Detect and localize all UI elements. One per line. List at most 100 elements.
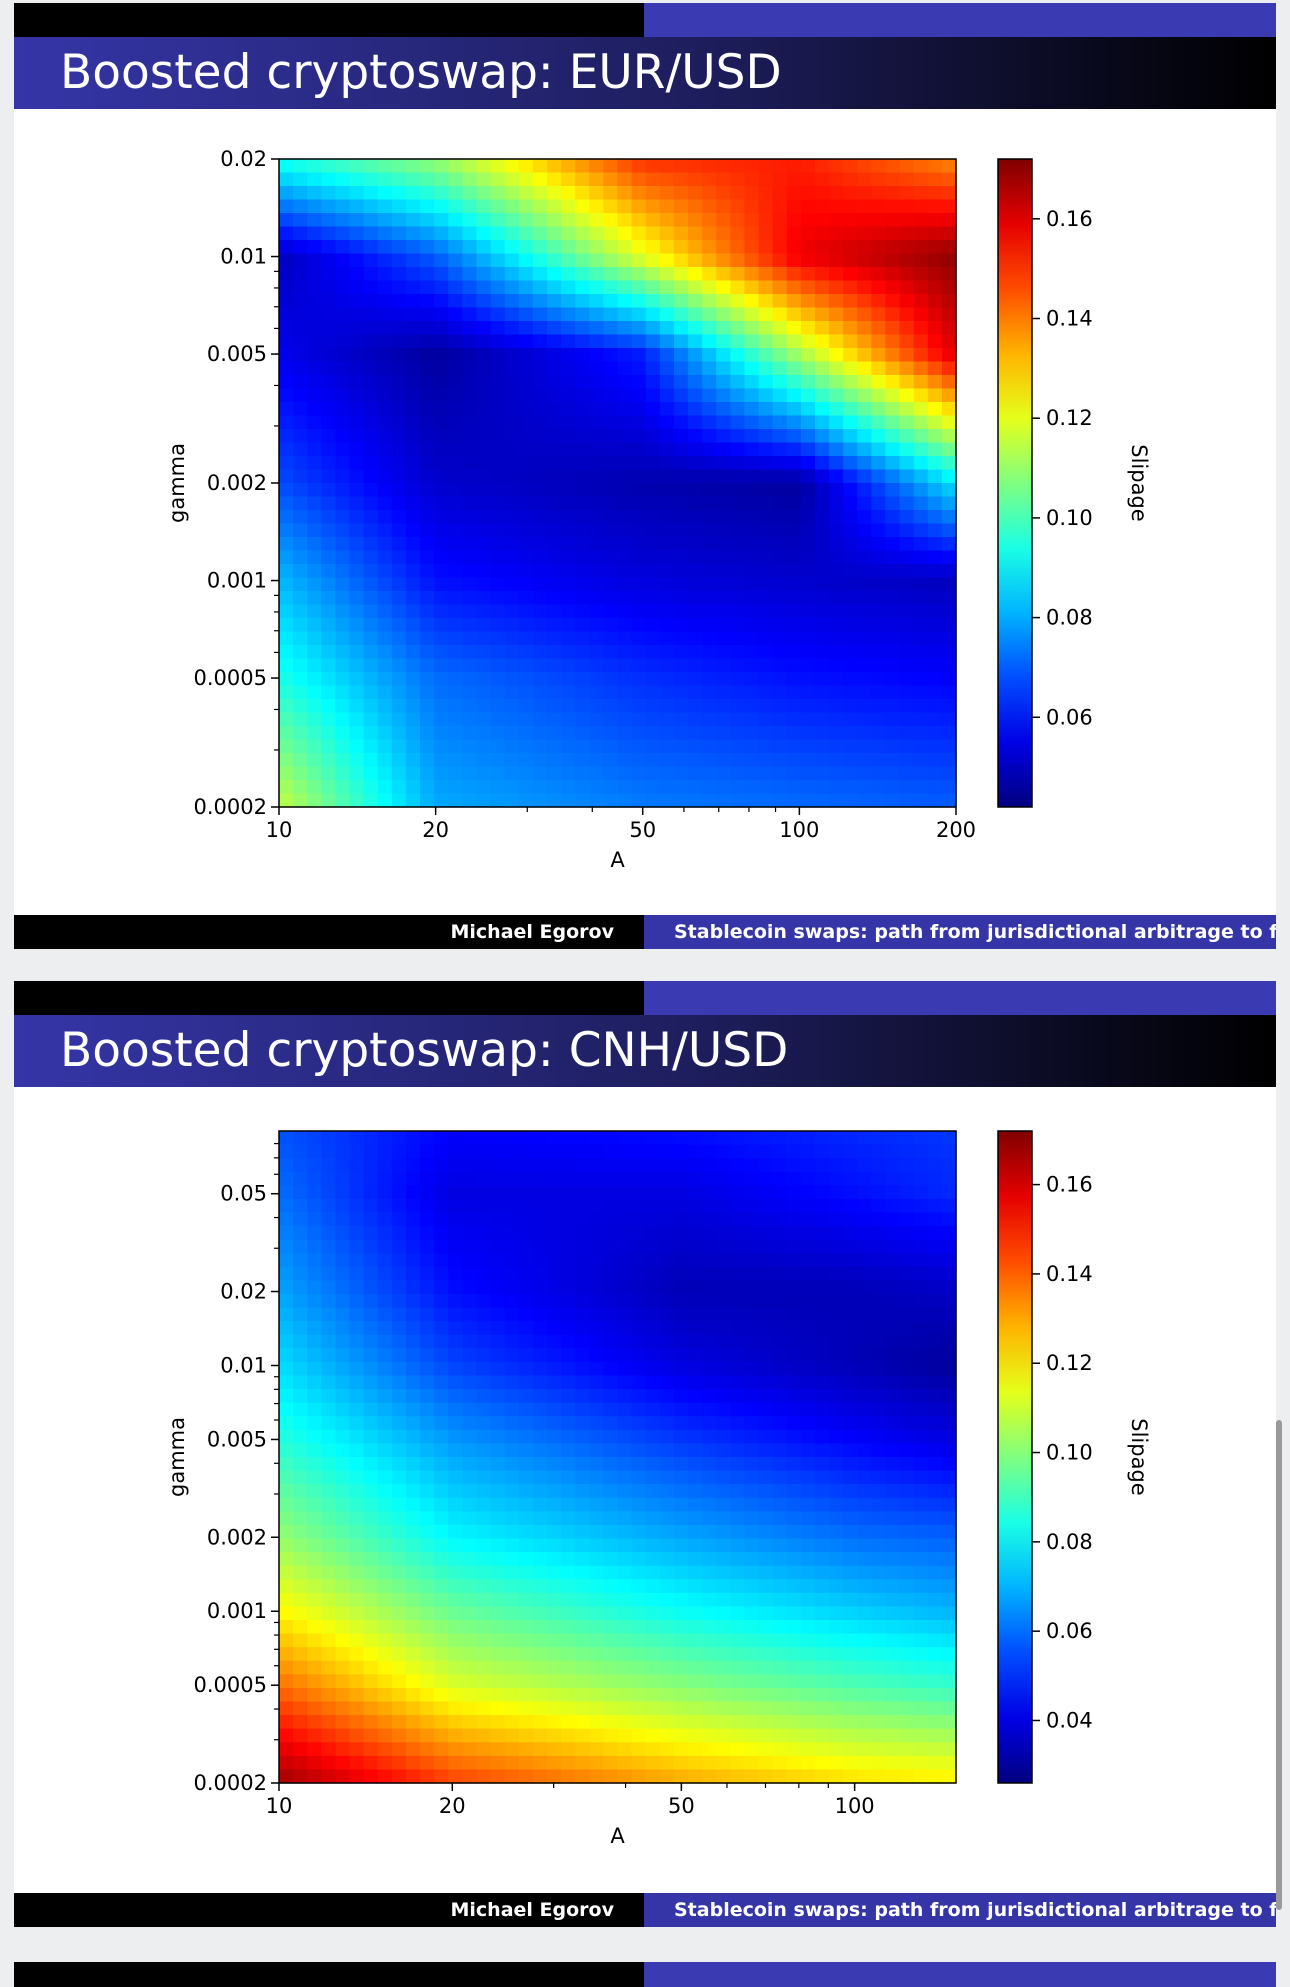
heatmap-cell bbox=[927, 415, 943, 430]
heatmap-cell bbox=[927, 550, 943, 565]
heatmap-cell bbox=[279, 1294, 294, 1309]
heatmap-cell bbox=[434, 496, 449, 511]
heatmap-cell bbox=[405, 1484, 421, 1499]
heatmap-cell bbox=[786, 348, 802, 363]
heatmap-cell bbox=[814, 172, 830, 187]
heatmap-cell bbox=[913, 523, 929, 538]
heatmap-cell bbox=[434, 591, 449, 606]
heatmap-cell bbox=[490, 550, 506, 565]
heatmap-cell bbox=[673, 564, 689, 579]
heatmap-cell bbox=[518, 753, 534, 768]
heatmap-cell bbox=[504, 1769, 520, 1784]
heatmap-cell bbox=[532, 564, 548, 579]
heatmap-cell bbox=[448, 780, 463, 795]
heatmap-cell bbox=[829, 226, 844, 241]
heatmap-cell bbox=[546, 1497, 562, 1512]
heatmap-cell bbox=[702, 172, 717, 187]
heatmap-cell bbox=[363, 1728, 379, 1743]
heatmap-cell bbox=[518, 334, 534, 349]
heatmap-cell bbox=[321, 1389, 337, 1404]
heatmap-cell bbox=[885, 1552, 901, 1567]
heatmap-cell bbox=[335, 766, 351, 781]
heatmap-cell bbox=[631, 523, 647, 538]
heatmap-cell bbox=[589, 564, 604, 579]
heatmap-cell bbox=[561, 699, 576, 714]
heatmap-cell bbox=[490, 199, 506, 214]
heatmap-cell bbox=[532, 550, 548, 565]
heatmap-cell bbox=[377, 1524, 393, 1540]
heatmap-cell bbox=[391, 348, 407, 363]
heatmap-cell bbox=[659, 1470, 675, 1485]
heatmap-cell bbox=[688, 726, 703, 741]
heatmap-cell bbox=[349, 1239, 365, 1254]
heatmap-cell bbox=[420, 1307, 435, 1322]
heatmap-cell bbox=[843, 213, 858, 228]
heatmap-plot-eur-usd: 10 20 50 100 200 0.0002 0.0005 0.001 0.002 0.005 0… bbox=[14, 109, 1276, 889]
heatmap-cell bbox=[617, 172, 633, 187]
heatmap-cell bbox=[927, 213, 943, 228]
x-tick-label: 10 bbox=[266, 818, 293, 842]
heatmap-cell bbox=[744, 1524, 760, 1540]
heatmap-cell bbox=[546, 1579, 562, 1594]
heatmap-cell bbox=[617, 213, 633, 228]
heatmap-cell bbox=[730, 456, 746, 471]
heatmap-cell bbox=[702, 1497, 717, 1512]
heatmap-cell bbox=[927, 1253, 943, 1268]
heatmap-cell bbox=[589, 1361, 604, 1377]
heatmap-cell bbox=[279, 415, 294, 430]
heatmap-cell bbox=[420, 523, 435, 538]
heatmap-cell bbox=[772, 240, 788, 255]
heatmap-cell bbox=[899, 1307, 915, 1322]
heatmap-cell bbox=[744, 442, 760, 457]
heatmap-cell bbox=[631, 1171, 647, 1186]
vertical-scrollbar[interactable] bbox=[1276, 1420, 1282, 1910]
heatmap-cell bbox=[927, 1361, 943, 1377]
heatmap-cell bbox=[659, 1620, 675, 1635]
heatmap-cell bbox=[321, 726, 337, 741]
heatmap-cell bbox=[772, 1565, 788, 1580]
heatmap-cell bbox=[758, 1728, 774, 1743]
heatmap-cell bbox=[716, 753, 731, 768]
heatmap-cell bbox=[899, 294, 915, 309]
heatmap-cell bbox=[871, 537, 887, 552]
heatmap-cell bbox=[476, 1144, 492, 1159]
heatmap-cell bbox=[603, 1402, 619, 1417]
heatmap-cell bbox=[941, 294, 957, 309]
heatmap-cell bbox=[405, 1361, 421, 1377]
heatmap-cell bbox=[758, 1416, 774, 1431]
heatmap-cell bbox=[462, 1280, 478, 1295]
heatmap-cell bbox=[405, 1348, 421, 1363]
heatmap-cell bbox=[716, 550, 731, 565]
heatmap-cell bbox=[913, 294, 929, 309]
heatmap-cell bbox=[335, 361, 351, 376]
heatmap-cell bbox=[434, 253, 449, 268]
heatmap-cell bbox=[575, 1674, 590, 1689]
heatmap-cell bbox=[335, 213, 351, 228]
heatmap-cell bbox=[673, 1633, 689, 1648]
heatmap-cell bbox=[532, 523, 548, 538]
heatmap-cell bbox=[659, 780, 675, 795]
heatmap-cell bbox=[377, 321, 393, 336]
heatmap-cell bbox=[814, 280, 830, 295]
heatmap-cell bbox=[575, 253, 590, 268]
heatmap-cell bbox=[688, 1755, 703, 1771]
heatmap-cell bbox=[800, 577, 816, 592]
heatmap-cell bbox=[843, 1633, 858, 1648]
heatmap-cell bbox=[504, 739, 520, 754]
heatmap-cell bbox=[617, 631, 633, 646]
heatmap-cell bbox=[758, 1131, 774, 1146]
heatmap-cell bbox=[730, 469, 746, 484]
heatmap-cell bbox=[941, 1565, 957, 1580]
heatmap-cell bbox=[504, 537, 520, 552]
heatmap-cell bbox=[420, 1198, 435, 1214]
heatmap-cell bbox=[941, 226, 957, 241]
heatmap-cell bbox=[673, 1361, 689, 1377]
heatmap-cell bbox=[617, 159, 633, 174]
heatmap-cell bbox=[293, 591, 308, 606]
heatmap-cell bbox=[335, 159, 351, 174]
heatmap-cell bbox=[871, 1416, 887, 1431]
heatmap-cell bbox=[603, 456, 619, 471]
heatmap-cell bbox=[575, 1715, 590, 1730]
heatmap-cell bbox=[857, 1361, 872, 1377]
heatmap-cell bbox=[673, 537, 689, 552]
